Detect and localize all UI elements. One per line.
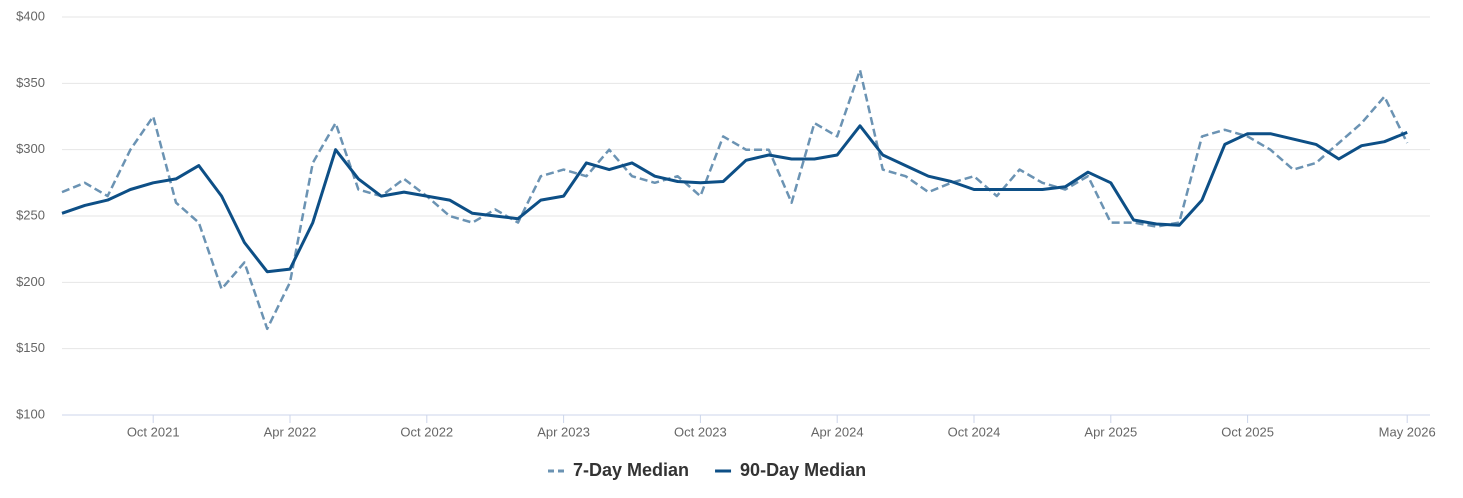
- x-tick-label: Oct 2025: [1221, 424, 1274, 439]
- legend-item[interactable]: 7-Day Median: [548, 460, 689, 480]
- y-tick-label: $400: [16, 8, 45, 23]
- x-tick-label: Oct 2024: [948, 424, 1001, 439]
- series-line: [61, 68, 1409, 331]
- legend-item[interactable]: 90-Day Median: [715, 460, 866, 480]
- y-tick-label: $150: [16, 340, 45, 355]
- y-tick-label: $300: [16, 141, 45, 156]
- legend-label: 90-Day Median: [740, 460, 866, 480]
- x-tick-label: Apr 2023: [537, 424, 590, 439]
- legend-label: 7-Day Median: [573, 460, 689, 480]
- x-tick-label: Oct 2022: [400, 424, 453, 439]
- y-tick-label: $200: [16, 274, 45, 289]
- x-tick-label: Oct 2023: [674, 424, 727, 439]
- legend: 7-Day Median 90-Day Median: [548, 460, 866, 480]
- x-tick-label: Apr 2022: [264, 424, 317, 439]
- x-tick-label: Apr 2024: [811, 424, 864, 439]
- x-tick-label: Oct 2021: [127, 424, 180, 439]
- x-tick-label: Apr 2025: [1084, 424, 1137, 439]
- y-tick-label: $100: [16, 406, 45, 421]
- series-line: [61, 124, 1408, 274]
- y-tick-label: $350: [16, 75, 45, 90]
- y-tick-label: $250: [16, 207, 45, 222]
- x-tick-label: May 2026: [1379, 424, 1436, 439]
